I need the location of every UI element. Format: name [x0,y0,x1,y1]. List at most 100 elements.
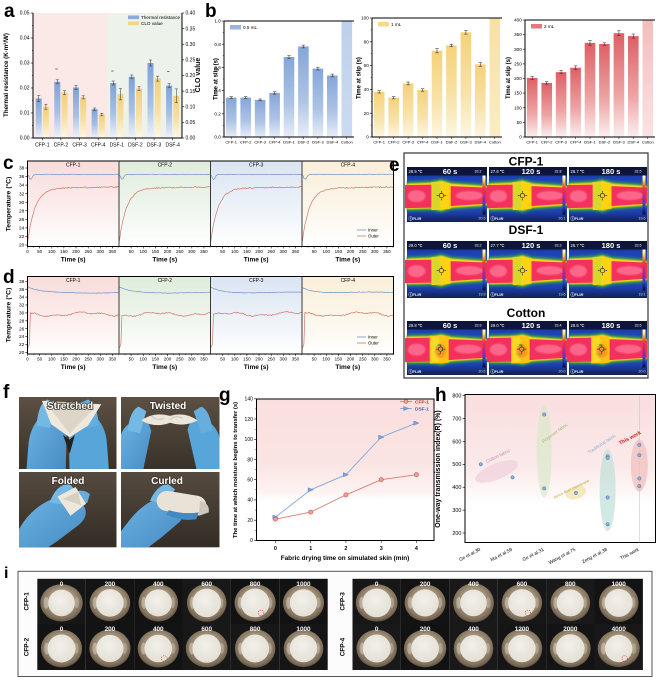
svg-text:CFP-1: CFP-1 [66,278,81,284]
svg-text:400: 400 [468,581,479,588]
svg-text:1000: 1000 [612,581,627,588]
svg-text:Time (s): Time (s) [244,257,269,264]
svg-text:350: 350 [200,356,208,361]
svg-text:1200: 1200 [515,626,530,633]
svg-text:180 s: 180 s [602,167,621,176]
svg-text:Temperature (°C): Temperature (°C) [5,177,13,232]
svg-text:600: 600 [452,439,461,445]
svg-text:DSF-4: DSF-4 [165,143,180,149]
svg-text:200: 200 [255,249,263,254]
svg-text:Time (s): Time (s) [61,364,86,371]
svg-text:200: 200 [347,356,355,361]
svg-text:g: g [219,385,231,406]
svg-text:32.5: 32.5 [635,170,642,174]
svg-text:Time (s): Time (s) [244,364,269,371]
svg-text:1 mL: 1 mL [391,22,402,27]
svg-text:20.1: 20.1 [559,217,566,221]
svg-text:29.0 ℃: 29.0 ℃ [409,243,423,248]
svg-text:100: 100 [231,249,239,254]
svg-text:36: 36 [19,174,25,180]
svg-text:100: 100 [231,356,239,361]
svg-text:50: 50 [312,249,318,254]
svg-text:200: 200 [164,249,172,254]
svg-text:250: 250 [267,356,275,361]
svg-text:32: 32 [19,191,25,197]
svg-text:600: 600 [201,626,212,633]
svg-text:Time at slip (s): Time at slip (s) [506,57,512,99]
svg-text:0.10: 0.10 [186,105,196,111]
svg-text:38: 38 [19,166,25,172]
svg-text:Time (s): Time (s) [335,364,360,371]
svg-text:0: 0 [519,135,522,140]
svg-text:DSF-2: DSF-2 [298,140,310,145]
svg-text:CFP-1: CFP-1 [373,140,385,145]
svg-text:32: 32 [19,303,25,309]
svg-text:250: 250 [267,249,275,254]
svg-text:DSF-2: DSF-2 [599,140,611,145]
svg-text:ⓘFLIR: ⓘFLIR [571,368,584,374]
svg-text:ⓘFLIR: ⓘFLIR [409,215,422,221]
svg-text:20.0: 20.0 [639,370,646,374]
svg-text:33.9: 33.9 [475,324,482,328]
svg-text:350: 350 [383,249,391,254]
svg-text:CFP-1: CFP-1 [526,140,538,145]
svg-text:CFP-3: CFP-3 [249,278,264,284]
svg-text:33.2: 33.2 [475,244,482,248]
svg-text:DSF-3: DSF-3 [147,143,162,149]
svg-text:0.5 mL: 0.5 mL [243,25,257,30]
svg-text:120 s: 120 s [522,241,541,250]
svg-text:33.4: 33.4 [555,324,562,328]
svg-text:600: 600 [201,581,212,588]
svg-text:20: 20 [19,243,25,249]
svg-text:50: 50 [220,249,226,254]
svg-text:120 s: 120 s [522,321,541,330]
svg-text:60 s: 60 s [443,241,458,250]
svg-text:c: c [3,153,14,174]
svg-text:h: h [435,385,447,406]
svg-text:80: 80 [247,457,253,463]
svg-text:Outer: Outer [368,341,379,346]
svg-text:0.00: 0.00 [186,136,196,142]
svg-text:60: 60 [247,478,253,484]
svg-text:20: 20 [364,111,370,116]
svg-text:250: 250 [514,62,522,67]
svg-text:19.6: 19.6 [559,293,566,297]
svg-text:100: 100 [48,249,56,254]
svg-text:60 s: 60 s [443,167,458,176]
svg-text:Twisted: Twisted [150,401,186,412]
svg-text:0.01: 0.01 [20,111,30,117]
svg-text:200: 200 [420,626,431,633]
svg-text:CFP-4: CFP-4 [91,143,106,149]
svg-text:250: 250 [84,356,92,361]
svg-text:200: 200 [72,249,80,254]
svg-text:ⓘFLIR: ⓘFLIR [409,368,422,374]
svg-text:250: 250 [359,249,367,254]
svg-text:0.05: 0.05 [20,11,30,17]
svg-text:CFP-3: CFP-3 [555,140,567,145]
svg-text:DSF-4: DSF-4 [628,140,640,145]
svg-text:0.00: 0.00 [20,136,30,142]
svg-text:60 s: 60 s [443,321,458,330]
svg-text:Cotton: Cotton [489,140,501,145]
svg-text:300: 300 [97,249,105,254]
svg-text:0.25: 0.25 [186,58,196,64]
svg-text:250: 250 [176,249,184,254]
svg-text:20: 20 [19,350,25,356]
svg-text:300: 300 [188,249,196,254]
svg-text:CFP-4: CFP-4 [417,140,429,145]
svg-text:100: 100 [48,356,56,361]
svg-text:2: 2 [344,546,347,552]
svg-text:200: 200 [514,76,522,81]
svg-text:800: 800 [250,626,261,633]
svg-text:0.15: 0.15 [186,89,196,95]
svg-text:CFP-1: CFP-1 [509,155,544,169]
svg-text:Time (s): Time (s) [152,257,177,264]
svg-text:350: 350 [109,356,117,361]
svg-text:0: 0 [60,581,64,588]
svg-text:36: 36 [19,287,25,293]
svg-text:0.03: 0.03 [20,61,30,67]
svg-text:24: 24 [19,334,25,340]
svg-text:One-way transmission index(R): One-way transmission index(R) (%) [435,410,442,527]
svg-text:34: 34 [19,295,25,301]
svg-text:DSF-1: DSF-1 [283,140,295,145]
